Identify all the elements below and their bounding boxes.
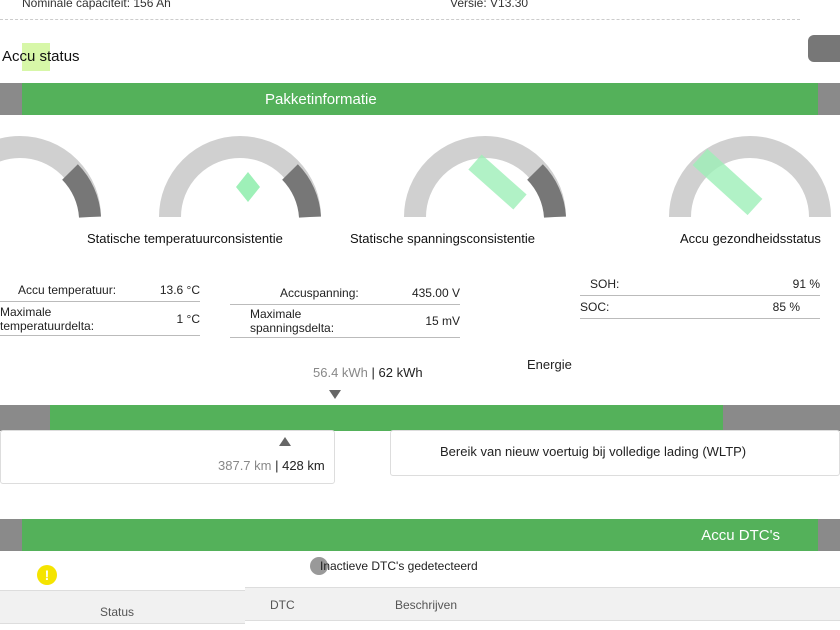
warning-icon: !: [37, 565, 57, 585]
gauge-title-temperature: Statische temperatuurconsistentie: [87, 231, 283, 246]
range-card: [0, 430, 335, 484]
value: 15 mV: [425, 314, 460, 328]
gauge-health: [669, 136, 831, 218]
temperature-delta-row: Maximale temperatuurdelta: 1 °C: [0, 303, 200, 336]
value: 1 °C: [176, 312, 200, 326]
column-dtc[interactable]: DTC: [270, 598, 295, 612]
range-marker-icon: [279, 437, 291, 446]
value: 85 %: [772, 300, 800, 314]
gauge-title-health: Accu gezondheidsstatus: [680, 231, 821, 246]
version: Versie: V13.30: [450, 0, 529, 10]
label: SOC:: [580, 300, 610, 314]
value: 13.6 °C: [159, 283, 200, 297]
car-battery-icon[interactable]: [808, 35, 840, 62]
voltage-delta-row: Maximale spanningsdelta: 15 mV: [230, 305, 460, 338]
energy-bar-fill: [50, 405, 724, 431]
section-title: Accu status: [2, 48, 80, 65]
divider: [0, 19, 800, 20]
label: SOH:: [590, 277, 620, 291]
value: 435.00 V: [411, 286, 460, 300]
value: 91 %: [792, 277, 820, 291]
refresh-icon[interactable]: [310, 557, 328, 575]
label: Maximale spanningsdelta:: [250, 307, 335, 335]
gauge-title-voltage: Statische spanningsconsistentie: [350, 231, 536, 246]
dtc-status-text: Inactieve DTC's gedetecteerd: [320, 559, 478, 573]
gauge-voltage: [404, 136, 566, 219]
energy-bar: [0, 405, 840, 431]
energy-readout: 56.4 kWh | 62 kWh: [313, 365, 423, 380]
nominal-capacity: Nominale capaciteit: 156 Ah: [22, 0, 171, 10]
column-description[interactable]: Beschrijven: [395, 598, 458, 612]
gauge-temperature: [159, 136, 321, 219]
dtc-header[interactable]: Accu DTC's: [0, 519, 840, 551]
dtc-title: Accu DTC's: [701, 526, 780, 544]
temperature-row: Accu temperatuur: 13.6 °C: [0, 279, 200, 302]
energy-title: Energie: [527, 357, 572, 372]
table-header-right: DTC Beschrijven: [245, 587, 840, 621]
energy-value: 56.4 kWh: [313, 365, 368, 380]
energy-total: 62 kWh: [378, 365, 423, 380]
soh-row: SOH: 91 %: [580, 273, 820, 296]
voltage-row: Accuspanning: 435.00 V: [230, 282, 460, 305]
label: Accu temperatuur:: [18, 283, 117, 297]
range-value: 387.7 km: [218, 458, 272, 473]
energy-marker-icon: [329, 390, 341, 399]
status-highlight: [22, 43, 50, 71]
label: Accuspanning:: [280, 286, 359, 300]
label: Maximale temperatuurdelta:: [0, 305, 95, 333]
gauge-1: [0, 136, 101, 219]
wltp-label: Bereik van nieuw voertuig bij volledige …: [440, 444, 747, 459]
pack-info-header[interactable]: Pakketinformatie: [0, 83, 840, 115]
table-header-left: Status: [0, 590, 245, 624]
soc-row: SOC: 85 %: [580, 296, 820, 319]
range-total: 428 km: [282, 458, 325, 473]
range-readout: 387.7 km | 428 km: [218, 458, 325, 473]
column-status[interactable]: Status: [100, 605, 135, 619]
pack-info-title: Pakketinformatie: [265, 90, 377, 108]
